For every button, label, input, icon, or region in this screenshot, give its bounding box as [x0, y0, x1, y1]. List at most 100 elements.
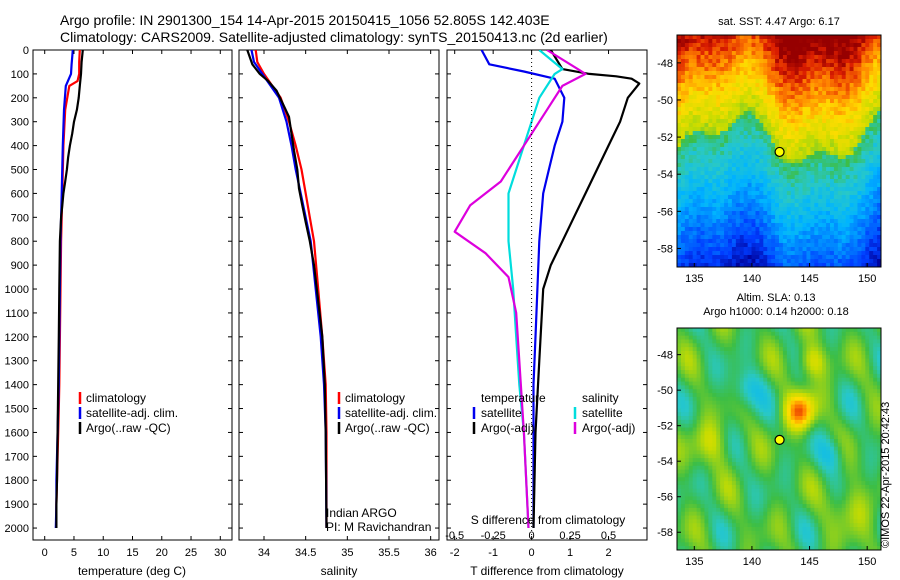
map-cell	[861, 215, 866, 220]
map-cell	[794, 354, 800, 360]
map-cell	[708, 243, 713, 248]
map-cell	[775, 251, 780, 256]
map-cell	[680, 47, 686, 52]
map-cell	[731, 143, 737, 148]
map-cell	[759, 179, 764, 184]
map-cell	[696, 373, 702, 379]
map-cell	[759, 51, 764, 56]
map-cell	[865, 199, 870, 204]
map-cell	[830, 239, 835, 244]
map-cell	[704, 187, 709, 192]
map-cell	[735, 223, 741, 228]
map-cell	[700, 163, 705, 168]
map-cell	[724, 350, 729, 356]
map-cell	[833, 423, 839, 429]
map-cell	[696, 347, 702, 352]
map-cell	[786, 87, 792, 92]
map-cell	[877, 163, 881, 168]
map-cell	[747, 431, 753, 436]
map-cell	[747, 366, 753, 371]
map-cell	[724, 255, 729, 260]
map-cell	[814, 439, 819, 444]
map-cell	[837, 259, 843, 264]
map-cell	[677, 227, 682, 232]
map-cell	[833, 450, 839, 455]
map-cell	[802, 366, 807, 371]
map-cell	[861, 79, 866, 84]
map-cell	[712, 343, 717, 348]
map-cell	[869, 87, 874, 92]
map-cell	[763, 251, 768, 256]
map-cell	[704, 103, 709, 108]
map-cell	[806, 135, 811, 140]
map-cell	[720, 139, 725, 144]
map-cell	[786, 227, 792, 232]
s-difference-xlabel: S difference from climatology	[471, 513, 626, 527]
map-cell	[680, 143, 686, 148]
map-cell	[833, 263, 839, 267]
map-cell	[763, 83, 768, 88]
map-cell	[763, 416, 768, 421]
map-cell	[720, 343, 725, 348]
map-cell	[696, 400, 702, 406]
map-cell	[755, 179, 760, 184]
map-cell	[822, 139, 827, 144]
map-cell	[861, 446, 866, 451]
map-cell	[865, 335, 870, 340]
map-cell	[786, 385, 792, 390]
map-cell	[767, 259, 772, 264]
map-cell	[747, 167, 753, 172]
map-cell	[708, 223, 713, 228]
map-cell	[853, 442, 858, 448]
legend-climatology: climatology	[345, 391, 405, 405]
map-cell	[853, 203, 858, 208]
map-cell	[822, 385, 827, 390]
map-cell	[720, 67, 725, 72]
map-cell	[865, 183, 870, 188]
map-cell	[767, 396, 772, 402]
map-cell	[790, 339, 796, 344]
map-cell	[802, 431, 807, 436]
map-cell	[696, 247, 702, 252]
map-cell	[759, 416, 764, 421]
map-cell	[728, 339, 733, 344]
map-cell	[771, 412, 776, 417]
map-cell	[845, 354, 851, 360]
map-cell	[731, 203, 737, 208]
map-cell	[751, 354, 756, 360]
map-cell	[841, 63, 847, 68]
map-cell	[794, 396, 800, 402]
x-tick-label: -2	[450, 547, 460, 559]
map-cell	[849, 339, 855, 344]
map-cell	[735, 350, 741, 356]
map-cell	[841, 419, 847, 425]
map-cell	[869, 335, 874, 340]
map-cell	[731, 215, 737, 220]
map-cell	[877, 343, 881, 348]
map-cell	[865, 51, 870, 56]
map-cell	[869, 350, 874, 356]
map-cell	[782, 362, 788, 367]
map-cell	[802, 396, 807, 402]
map-cell	[747, 377, 753, 383]
map-cell	[755, 203, 760, 208]
map-cell	[869, 103, 874, 108]
map-cell	[857, 381, 862, 386]
map-cell	[810, 143, 815, 148]
map-cell	[841, 446, 847, 451]
map-cell	[841, 163, 847, 168]
map-cell	[747, 223, 753, 228]
map-cell	[806, 207, 811, 212]
map-cell	[755, 103, 760, 108]
map-cell	[692, 396, 698, 402]
map-cell	[704, 343, 709, 348]
map-cell	[696, 119, 702, 124]
map-cell	[873, 155, 878, 160]
map-cell	[830, 107, 835, 112]
map-cell	[688, 419, 694, 425]
map-cell	[853, 358, 858, 363]
legend-argo: Argo(..raw -QC)	[345, 421, 430, 435]
map-cell	[743, 35, 749, 40]
map-cell	[779, 203, 784, 208]
map-cell	[716, 255, 721, 260]
